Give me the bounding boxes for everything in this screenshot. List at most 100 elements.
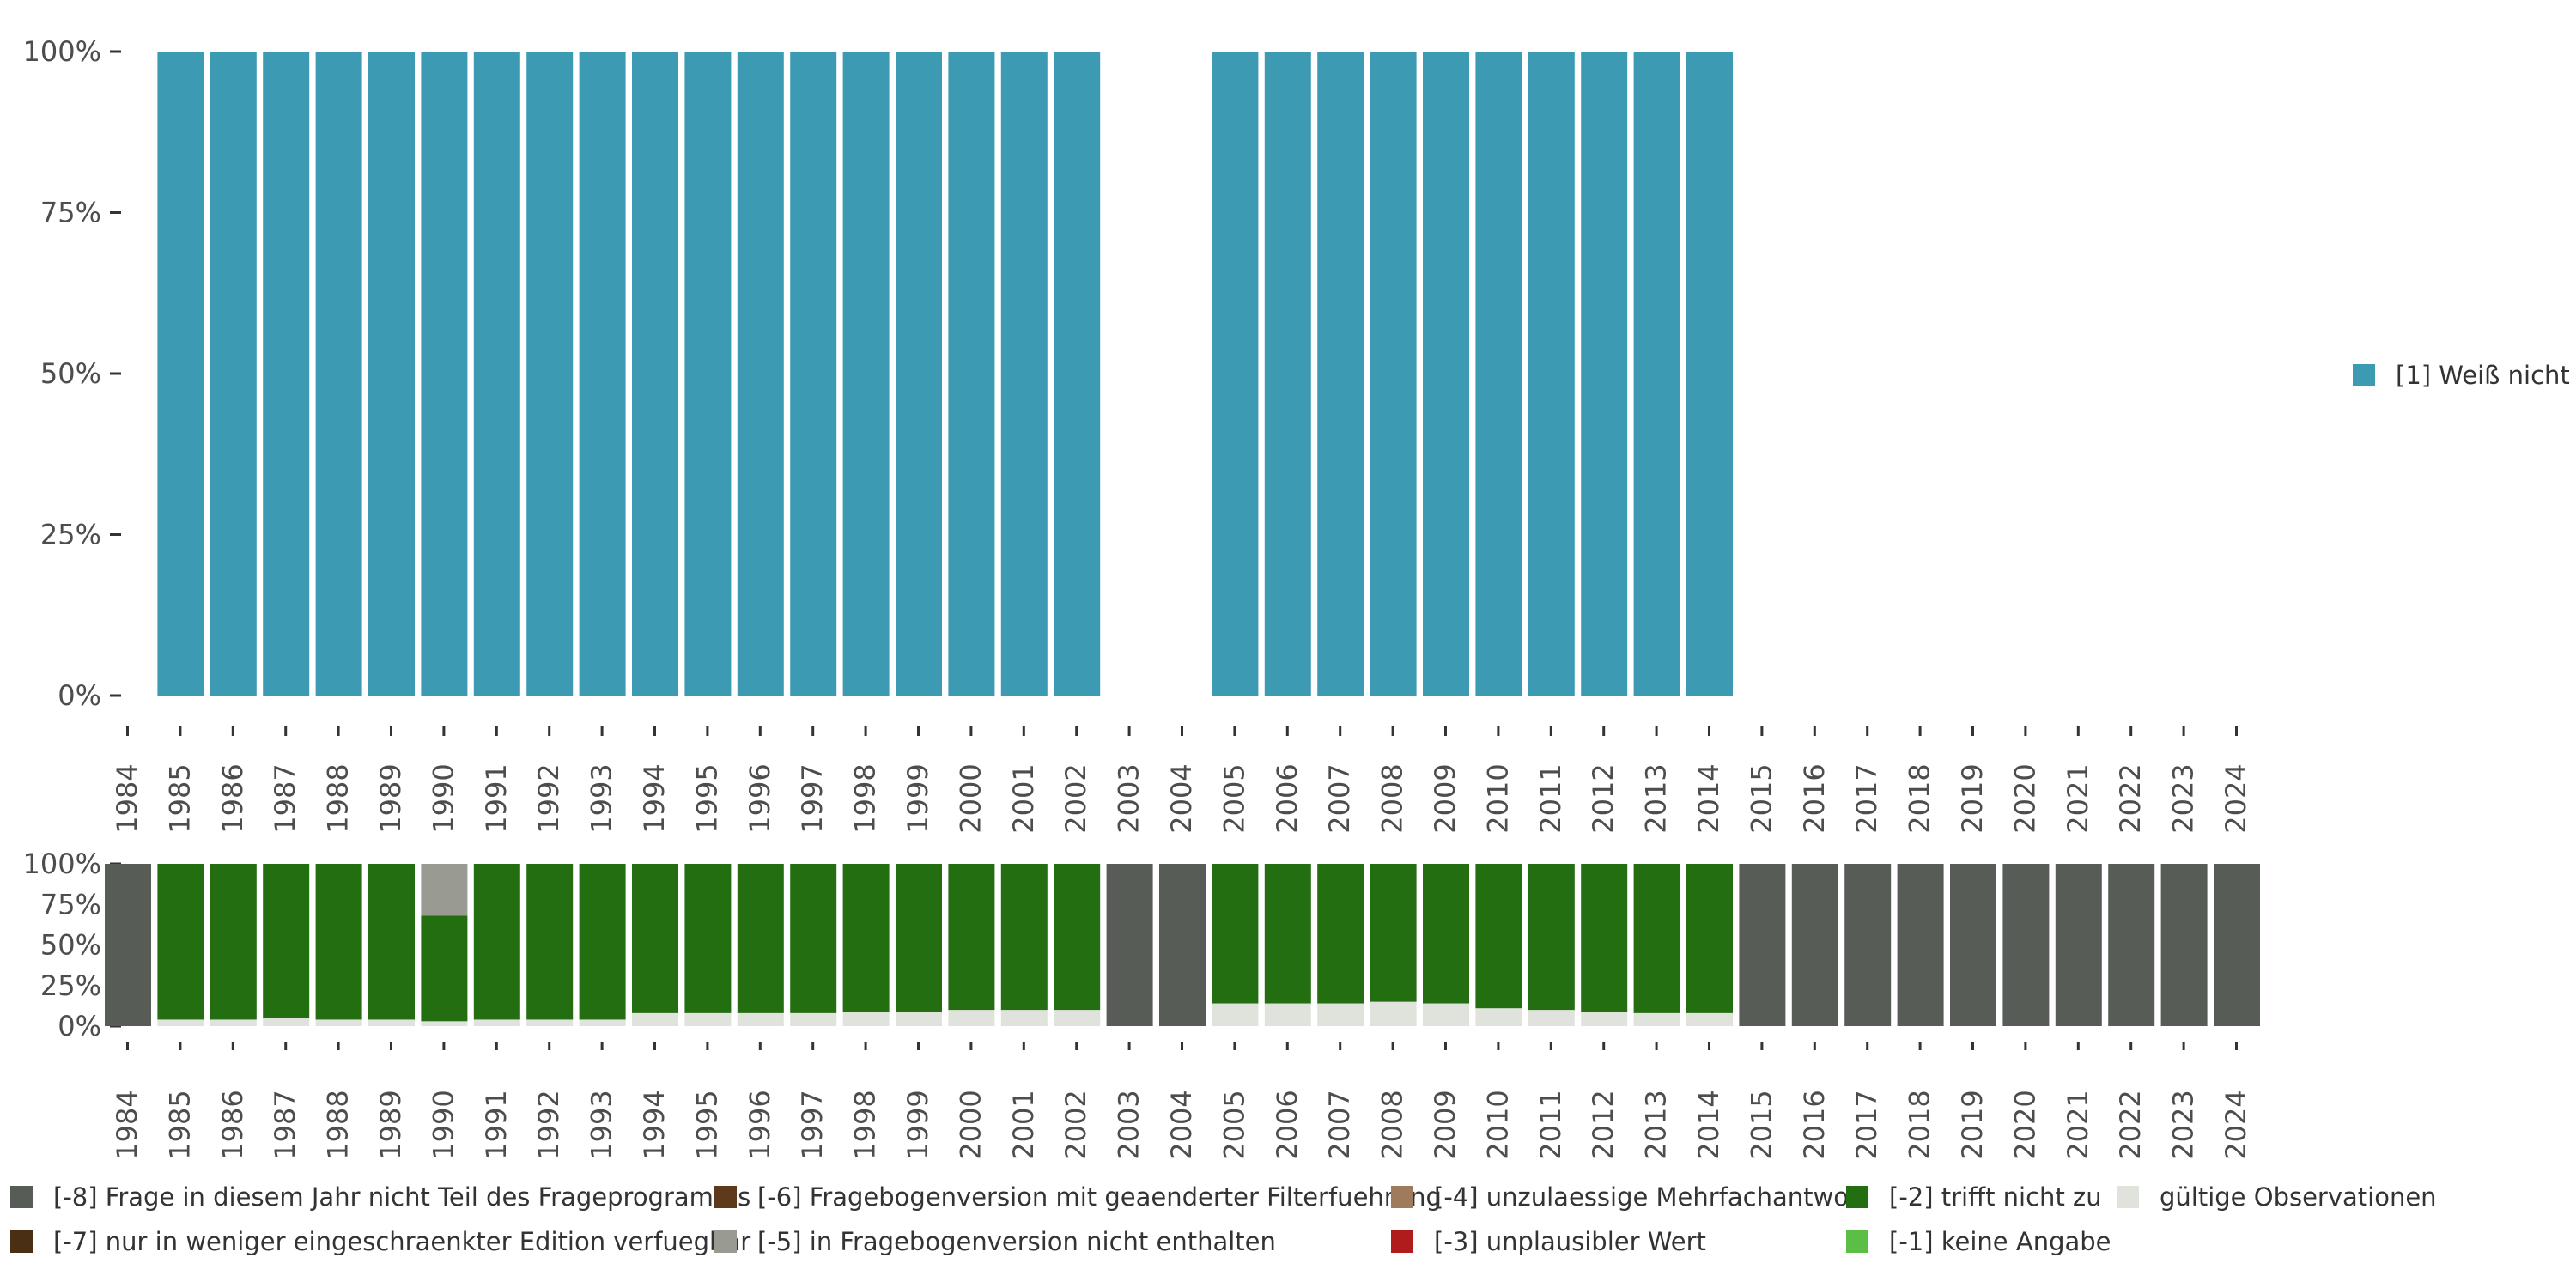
bar-2009-1-wei-nicht — [1423, 52, 1469, 696]
x-tick-label-2002: 2002 — [1060, 1090, 1092, 1159]
bar-1992-g-ltige-observationen — [526, 1019, 574, 1026]
bar-1995-g-ltige-observationen — [684, 1012, 732, 1026]
x-tick-label-1986: 1986 — [216, 1090, 249, 1159]
x-tick-label-1993: 1993 — [586, 763, 618, 833]
bar-1992-2-trifft-nicht-zu — [526, 864, 574, 1020]
x-tick-label-2004: 2004 — [1165, 1090, 1198, 1159]
x-tick-label-2014: 2014 — [1692, 1090, 1725, 1159]
y-tick-label: 75% — [40, 888, 101, 920]
legend-swatch — [1846, 1186, 1868, 1208]
x-tick-label-1989: 1989 — [374, 763, 407, 833]
x-tick-label-1997: 1997 — [796, 1090, 829, 1159]
bar-1985-2-trifft-nicht-zu — [157, 864, 204, 1020]
bar-1990-1-wei-nicht — [421, 52, 468, 696]
legend-swatch — [2117, 1186, 2139, 1208]
bar-2014-2-trifft-nicht-zu — [1686, 864, 1733, 1013]
bar-2024-8-frage-in-diesem-jahr-nicht-teil-des-frageprogramms — [2214, 864, 2260, 1026]
x-tick-label-2016: 2016 — [1798, 1090, 1831, 1159]
legend-swatch — [10, 1186, 33, 1208]
bar-2010-1-wei-nicht — [1475, 52, 1522, 696]
x-tick-label-2011: 2011 — [1534, 1090, 1567, 1159]
bar-2014-g-ltige-observationen — [1686, 1012, 1733, 1026]
bar-2001-1-wei-nicht — [1000, 52, 1048, 696]
bar-1995-2-trifft-nicht-zu — [684, 864, 732, 1013]
x-tick-label-1987: 1987 — [269, 763, 301, 833]
bar-1996-g-ltige-observationen — [737, 1012, 784, 1026]
bar-1994-g-ltige-observationen — [632, 1012, 678, 1026]
bar-1991-1-wei-nicht — [473, 52, 520, 696]
y-tick-label: 25% — [40, 969, 101, 1002]
bar-2017-8-frage-in-diesem-jahr-nicht-teil-des-frageprogramms — [1844, 864, 1892, 1026]
bar-1987-2-trifft-nicht-zu — [263, 864, 310, 1018]
bar-2003-8-frage-in-diesem-jahr-nicht-teil-des-frageprogramms — [1106, 864, 1153, 1026]
bar-1996-2-trifft-nicht-zu — [737, 864, 784, 1013]
bar-2006-1-wei-nicht — [1264, 52, 1311, 696]
bar-2011-2-trifft-nicht-zu — [1528, 864, 1575, 1011]
x-tick-label-2012: 2012 — [1587, 763, 1619, 833]
chart-panel-1: 0% 25% 50% 75% 100% 1984 1985 1986 1987 1988 1989 1… — [23, 35, 2252, 834]
x-tick-label-1991: 1991 — [480, 763, 513, 833]
x-tick-label-2023: 2023 — [2167, 1090, 2200, 1159]
x-tick-label-2023: 2023 — [2167, 763, 2200, 833]
x-tick-label-1998: 1998 — [849, 1090, 882, 1159]
bar-2004-8-frage-in-diesem-jahr-nicht-teil-des-frageprogramms — [1159, 864, 1206, 1026]
y-tick-label: 50% — [40, 929, 101, 962]
x-tick-label-2009: 2009 — [1429, 1090, 1461, 1159]
x-tick-label-2024: 2024 — [2220, 763, 2252, 833]
x-tick-label-2001: 2001 — [1007, 1090, 1040, 1159]
bar-1986-2-trifft-nicht-zu — [210, 864, 257, 1020]
bar-2008-g-ltige-observationen — [1370, 1001, 1417, 1026]
bar-2007-1-wei-nicht — [1317, 52, 1364, 696]
bar-2023-8-frage-in-diesem-jahr-nicht-teil-des-frageprogramms — [2160, 864, 2208, 1026]
x-tick-label-2000: 2000 — [954, 763, 987, 833]
bar-1997-1-wei-nicht — [790, 52, 837, 696]
legend-label: [-7] nur in weniger eingeschraenkter Edi… — [53, 1227, 750, 1256]
bar-2007-g-ltige-observationen — [1317, 1003, 1364, 1026]
bar-1985-1-wei-nicht — [157, 52, 204, 696]
x-tick-label-2010: 2010 — [1481, 1090, 1514, 1159]
bar-2000-2-trifft-nicht-zu — [948, 864, 995, 1011]
bar-1984-8-frage-in-diesem-jahr-nicht-teil-des-frageprogramms — [105, 864, 151, 1026]
y-tick-label: 25% — [40, 519, 101, 551]
x-tick-label-2007: 2007 — [1323, 1090, 1356, 1159]
x-tick-label-2000: 2000 — [954, 1090, 987, 1159]
bar-2013-2-trifft-nicht-zu — [1633, 864, 1680, 1013]
legend-bottom: [-8] Frage in diesem Jahr nicht Teil des… — [10, 1182, 2437, 1256]
x-tick-label-1987: 1987 — [269, 1090, 301, 1159]
x-tick-label-1990: 1990 — [427, 1090, 459, 1159]
legend-label: [-6] Fragebogenversion mit geaenderter F… — [757, 1182, 1442, 1212]
x-tick-label-2011: 2011 — [1534, 763, 1567, 833]
x-tick-label-2020: 2020 — [2008, 1090, 2041, 1159]
bar-1990-g-ltige-observationen — [421, 1021, 468, 1026]
bar-1986-g-ltige-observationen — [210, 1019, 257, 1026]
bar-2001-2-trifft-nicht-zu — [1000, 864, 1048, 1011]
x-tick-label-1994: 1994 — [638, 763, 671, 833]
x-tick-label-1984: 1984 — [111, 1090, 143, 1159]
bar-1998-1-wei-nicht — [842, 52, 890, 696]
bar-1985-g-ltige-observationen — [157, 1019, 204, 1026]
x-tick-label-1990: 1990 — [427, 763, 459, 833]
bar-1994-1-wei-nicht — [632, 52, 678, 696]
bar-2002-1-wei-nicht — [1054, 52, 1101, 696]
x-tick-label-2018: 2018 — [1904, 763, 1936, 833]
x-tick-label-1988: 1988 — [322, 763, 355, 833]
x-tick-label-2013: 2013 — [1640, 1090, 1673, 1159]
bar-2014-1-wei-nicht — [1686, 52, 1733, 696]
bar-1989-2-trifft-nicht-zu — [368, 864, 415, 1020]
x-tick-label-1999: 1999 — [902, 1090, 934, 1159]
y-tick-label: 0% — [58, 1010, 101, 1042]
x-tick-label-2007: 2007 — [1323, 763, 1356, 833]
bar-1999-1-wei-nicht — [896, 52, 942, 696]
x-tick-label-1993: 1993 — [586, 1090, 618, 1159]
bar-1988-1-wei-nicht — [315, 52, 362, 696]
x-tick-label-2016: 2016 — [1798, 763, 1831, 833]
x-tick-label-2021: 2021 — [2062, 1090, 2094, 1159]
x-tick-label-2006: 2006 — [1271, 1090, 1303, 1159]
legend-panel-1: [1] Weiß nicht — [2353, 361, 2570, 390]
bar-2000-g-ltige-observationen — [948, 1010, 995, 1026]
bar-1986-1-wei-nicht — [210, 52, 257, 696]
bar-2006-g-ltige-observationen — [1264, 1003, 1311, 1026]
x-tick-label-2001: 2001 — [1007, 763, 1040, 833]
x-tick-label-2022: 2022 — [2114, 1090, 2147, 1159]
bar-1997-g-ltige-observationen — [790, 1012, 837, 1026]
